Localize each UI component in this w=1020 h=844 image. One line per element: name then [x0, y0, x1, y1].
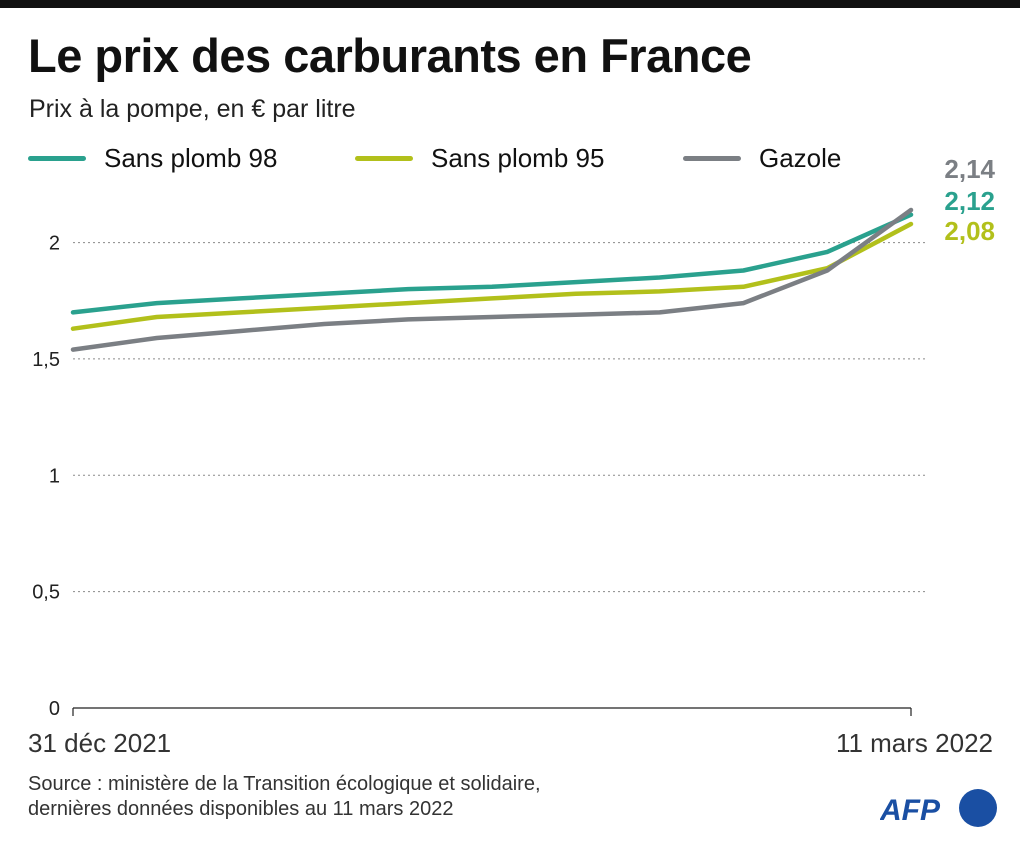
source-line-1: Source : ministère de la Transition écol…	[28, 773, 541, 795]
chart-title: Le prix des carburants en France	[28, 29, 752, 82]
legend-label-gazole: Gazole	[759, 142, 842, 173]
end-value-label-gazole: 2,14	[944, 154, 995, 184]
chart-subtitle: Prix à la pompe, en € par litre	[29, 95, 356, 123]
y-tick-label: 2	[49, 233, 60, 255]
y-tick-label: 0	[49, 698, 60, 720]
series-line-gazole	[70, 207, 914, 352]
legend-label-sans-plomb-95: Sans plomb 95	[431, 142, 605, 173]
legend-swatch-sans-plomb-95	[355, 155, 413, 161]
afp-logo-text: AFP	[880, 794, 941, 827]
y-tick-label: 1,5	[32, 349, 60, 371]
afp-logo-circle	[959, 789, 997, 827]
series-line-sans-plomb-95	[70, 221, 914, 331]
x-tick-label-start: 31 déc 2021	[28, 728, 171, 758]
legend-label-sans-plomb-98: Sans plomb 98	[104, 142, 278, 173]
y-tick-label: 0,5	[32, 582, 60, 604]
x-tick-label-end: 11 mars 2022	[836, 728, 993, 758]
legend-item-sans-plomb-95: Sans plomb 95	[355, 142, 604, 174]
source-line-2: dernières données disponibles au 11 mars…	[28, 798, 454, 820]
y-tick-label: 1	[49, 465, 60, 487]
end-value-label-sans-plomb-95: 2,08	[944, 216, 995, 246]
source-note: Source : ministère de la Transition écol…	[28, 772, 541, 822]
end-value-label-sans-plomb-98: 2,12	[944, 186, 995, 216]
legend-item-sans-plomb-98: Sans plomb 98	[28, 142, 277, 174]
legend-swatch-gazole	[683, 155, 741, 161]
top-rule	[0, 0, 1020, 8]
legend-swatch-sans-plomb-98	[28, 155, 86, 161]
series-line-sans-plomb-98	[70, 212, 914, 315]
legend-item-gazole: Gazole	[683, 142, 841, 174]
afp-logo: AFP	[880, 789, 997, 827]
